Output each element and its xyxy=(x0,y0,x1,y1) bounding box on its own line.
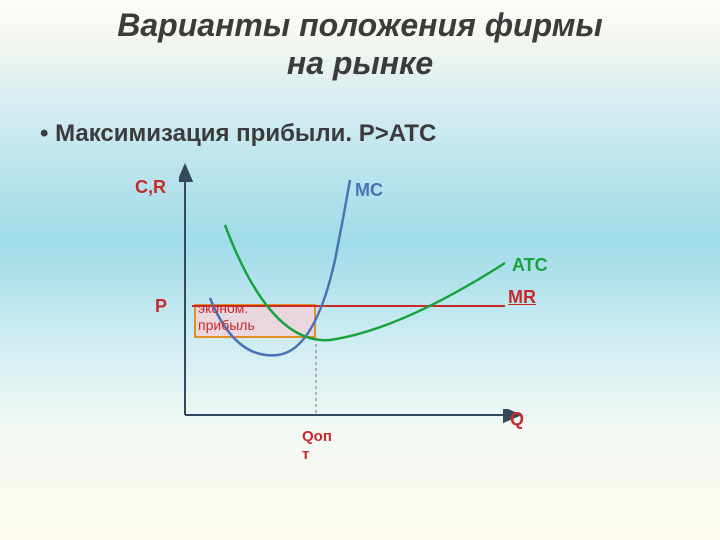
economics-chart xyxy=(0,0,720,540)
label-qopt2: т xyxy=(302,446,309,463)
label-y_axis: C,R xyxy=(135,177,166,198)
label-p: P xyxy=(155,296,167,317)
label-qopt1: Qоп xyxy=(302,428,332,445)
label-econ1: эконом. xyxy=(198,300,248,316)
label-atc: ATC xyxy=(512,255,548,276)
label-mr: MR xyxy=(508,287,536,308)
label-econ2: прибыль xyxy=(198,317,255,333)
label-q: Q xyxy=(510,409,524,430)
label-mc: MC xyxy=(355,180,383,201)
